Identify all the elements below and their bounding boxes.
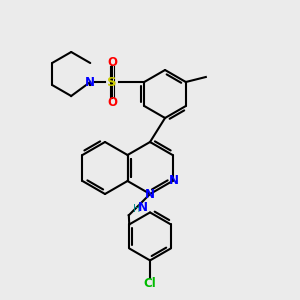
- Text: N: N: [145, 188, 155, 200]
- Text: S: S: [107, 76, 117, 88]
- Text: N: N: [137, 201, 147, 214]
- Text: N: N: [85, 76, 95, 88]
- Text: Cl: Cl: [144, 277, 156, 290]
- Text: O: O: [107, 56, 117, 68]
- Text: N: N: [169, 175, 178, 188]
- Text: O: O: [107, 95, 117, 109]
- Text: H: H: [133, 204, 140, 214]
